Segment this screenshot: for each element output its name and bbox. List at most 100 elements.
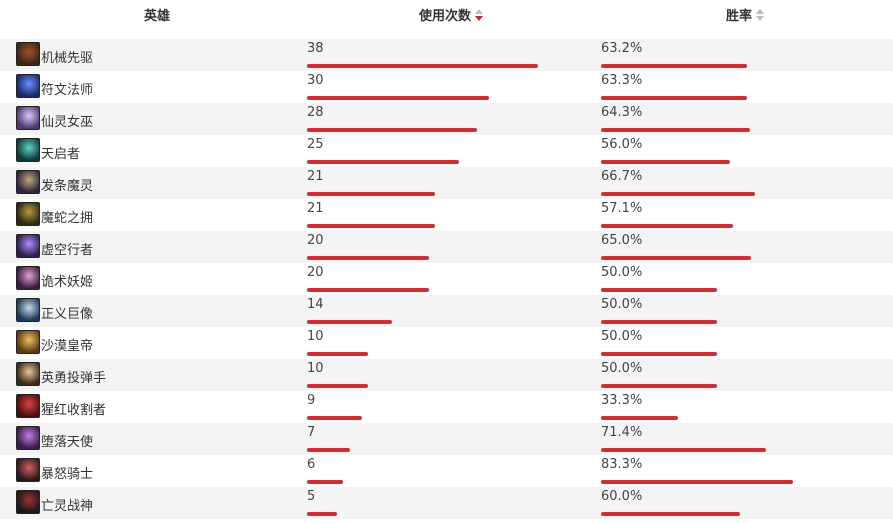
column-header-winrate-label: 胜率 [726,9,753,24]
winrate-value: 50.0% [601,329,643,344]
column-header-uses[interactable]: 使用次数 [419,5,484,24]
uses-bar [307,416,362,420]
table-row[interactable]: 天启者 25 56.0% [0,135,893,167]
hero-name[interactable]: 英勇投弹手 [41,371,107,386]
sort-icon[interactable] [475,9,484,21]
uses-bar [307,256,429,260]
winrate-value: 83.3% [601,457,643,472]
hero-name[interactable]: 亡灵战神 [41,499,94,514]
hero-avatar[interactable] [16,490,40,514]
table-row[interactable]: 堕落天使 7 71.4% [0,423,893,455]
uses-count: 28 [307,105,324,120]
uses-bar [307,288,429,292]
winrate-bar [601,192,755,196]
table-row[interactable]: 亡灵战神 5 60.0% [0,487,893,519]
hero-avatar[interactable] [16,426,40,450]
table-row[interactable]: 沙漠皇帝 10 50.0% [0,327,893,359]
winrate-bar [601,288,717,292]
winrate-bar [601,128,750,132]
uses-bar [307,448,350,452]
uses-count: 20 [307,233,324,248]
uses-count: 38 [307,41,324,56]
table-row[interactable]: 虚空行者 20 65.0% [0,231,893,263]
table-body: 机械先驱 38 63.2% 符文法师 30 63.3% 仙灵女巫 28 64.3% 天启者 25 56… [0,39,893,519]
winrate-bar [601,256,751,260]
table-row[interactable]: 仙灵女巫 28 64.3% [0,103,893,135]
uses-bar [307,352,368,356]
column-header-winrate[interactable]: 胜率 [726,5,765,24]
table-row[interactable]: 猩红收割者 9 33.3% [0,391,893,423]
table-row[interactable]: 暴怒骑士 6 83.3% [0,455,893,487]
uses-bar [307,64,538,68]
winrate-value: 63.2% [601,41,643,56]
uses-count: 21 [307,201,324,216]
hero-avatar[interactable] [16,362,40,386]
winrate-value: 63.3% [601,73,643,88]
winrate-value: 50.0% [601,265,643,280]
uses-count: 10 [307,361,324,376]
table-row[interactable]: 正义巨像 14 50.0% [0,295,893,327]
table-header: 英雄 使用次数 胜率 [0,0,893,28]
uses-count: 20 [307,265,324,280]
hero-avatar[interactable] [16,234,40,258]
hero-avatar[interactable] [16,394,40,418]
hero-name[interactable]: 魔蛇之拥 [41,211,94,226]
hero-avatar[interactable] [16,330,40,354]
uses-count: 6 [307,457,316,472]
hero-name[interactable]: 仙灵女巫 [41,115,94,130]
table-row[interactable]: 诡术妖姬 20 50.0% [0,263,893,295]
winrate-value: 60.0% [601,489,643,504]
winrate-bar [601,224,733,228]
hero-name[interactable]: 虚空行者 [41,243,94,258]
winrate-value: 64.3% [601,105,643,120]
hero-avatar[interactable] [16,458,40,482]
hero-name[interactable]: 符文法师 [41,83,94,98]
uses-count: 30 [307,73,324,88]
hero-avatar[interactable] [16,170,40,194]
hero-name[interactable]: 暴怒骑士 [41,467,94,482]
hero-avatar[interactable] [16,202,40,226]
winrate-value: 50.0% [601,361,643,376]
table-row[interactable]: 魔蛇之拥 21 57.1% [0,199,893,231]
hero-avatar[interactable] [16,138,40,162]
table-row[interactable]: 发条魔灵 21 66.7% [0,167,893,199]
hero-avatar[interactable] [16,266,40,290]
uses-count: 5 [307,489,316,504]
uses-bar [307,480,343,484]
hero-name[interactable]: 正义巨像 [41,307,94,322]
hero-name[interactable]: 诡术妖姬 [41,275,94,290]
winrate-bar [601,160,730,164]
hero-avatar[interactable] [16,42,40,66]
hero-name[interactable]: 发条魔灵 [41,179,94,194]
winrate-bar [601,480,793,484]
winrate-value: 57.1% [601,201,643,216]
uses-bar [307,224,435,228]
uses-count: 10 [307,329,324,344]
winrate-bar [601,320,717,324]
hero-name[interactable]: 天启者 [41,147,81,162]
winrate-bar [601,96,747,100]
uses-count: 9 [307,393,316,408]
table-row[interactable]: 符文法师 30 63.3% [0,71,893,103]
hero-avatar[interactable] [16,106,40,130]
uses-bar [307,320,392,324]
column-header-hero: 英雄 [144,9,171,24]
winrate-bar [601,416,678,420]
hero-name[interactable]: 猩红收割者 [41,403,107,418]
hero-name[interactable]: 机械先驱 [41,51,94,66]
uses-count: 25 [307,137,324,152]
uses-count: 7 [307,425,316,440]
winrate-bar [601,512,740,516]
winrate-value: 66.7% [601,169,643,184]
winrate-value: 56.0% [601,137,643,152]
sort-icon[interactable] [756,9,765,21]
table-row[interactable]: 英勇投弹手 10 50.0% [0,359,893,391]
hero-avatar[interactable] [16,298,40,322]
table-row[interactable]: 机械先驱 38 63.2% [0,39,893,71]
uses-count: 14 [307,297,324,312]
hero-avatar[interactable] [16,74,40,98]
winrate-value: 33.3% [601,393,643,408]
hero-name[interactable]: 堕落天使 [41,435,94,450]
hero-name[interactable]: 沙漠皇帝 [41,339,94,354]
